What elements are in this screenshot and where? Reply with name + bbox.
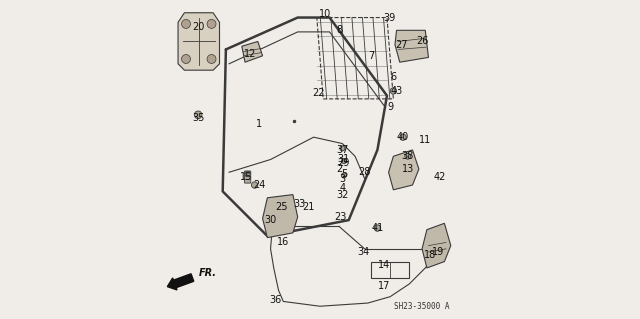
Text: 2: 2 [336, 164, 342, 174]
Text: 15: 15 [241, 172, 253, 182]
Text: 13: 13 [402, 164, 414, 174]
Circle shape [195, 111, 202, 119]
Text: 19: 19 [432, 247, 444, 257]
Text: 40: 40 [397, 132, 409, 142]
Text: 18: 18 [424, 250, 436, 260]
Text: 35: 35 [192, 113, 204, 123]
Text: 24: 24 [253, 180, 266, 190]
Circle shape [405, 153, 411, 159]
Text: 23: 23 [335, 212, 347, 222]
Text: 3: 3 [339, 174, 346, 184]
Text: 11: 11 [419, 135, 431, 145]
Text: 1: 1 [257, 119, 262, 130]
Circle shape [182, 19, 191, 28]
Polygon shape [178, 13, 220, 70]
FancyArrow shape [168, 274, 194, 290]
Text: 41: 41 [371, 223, 383, 233]
Circle shape [207, 55, 216, 63]
Text: 7: 7 [368, 51, 374, 61]
Text: 16: 16 [277, 237, 289, 248]
Polygon shape [262, 195, 298, 238]
Text: FR.: FR. [199, 268, 217, 278]
FancyBboxPatch shape [244, 171, 251, 183]
Text: 34: 34 [357, 247, 369, 257]
Text: 30: 30 [264, 215, 276, 225]
Text: 36: 36 [269, 295, 282, 305]
Text: 9: 9 [387, 102, 393, 112]
Text: 38: 38 [402, 151, 414, 161]
Text: 20: 20 [193, 22, 205, 32]
Circle shape [390, 88, 397, 94]
Text: 39: 39 [383, 12, 396, 23]
Text: 42: 42 [433, 172, 446, 182]
Text: 10: 10 [319, 9, 331, 19]
Circle shape [341, 159, 346, 164]
Text: SH23-35000 A: SH23-35000 A [394, 302, 450, 311]
Polygon shape [395, 30, 428, 62]
Text: 43: 43 [390, 86, 403, 96]
Circle shape [340, 146, 345, 151]
Text: 5: 5 [340, 169, 347, 179]
Circle shape [341, 173, 346, 178]
Circle shape [207, 19, 216, 28]
Text: 31: 31 [338, 154, 350, 165]
Text: 37: 37 [336, 145, 349, 155]
Text: 22: 22 [312, 87, 324, 98]
Text: 26: 26 [416, 36, 428, 47]
Text: 14: 14 [378, 260, 390, 270]
Text: 27: 27 [395, 40, 408, 50]
Text: 8: 8 [336, 25, 342, 35]
Text: 29: 29 [338, 158, 350, 168]
Text: 4: 4 [339, 183, 346, 193]
Circle shape [400, 134, 406, 140]
Text: 21: 21 [303, 202, 315, 212]
Text: 33: 33 [293, 199, 305, 209]
Text: 32: 32 [337, 189, 349, 200]
Circle shape [182, 55, 191, 63]
Text: 25: 25 [275, 202, 288, 212]
Polygon shape [388, 150, 419, 190]
Circle shape [245, 171, 250, 176]
Polygon shape [422, 223, 451, 268]
Circle shape [252, 182, 258, 188]
Text: 12: 12 [244, 49, 256, 59]
Polygon shape [242, 41, 262, 62]
Text: 17: 17 [378, 280, 390, 291]
Circle shape [374, 225, 381, 231]
Text: 28: 28 [358, 167, 371, 177]
Text: 6: 6 [390, 71, 396, 82]
